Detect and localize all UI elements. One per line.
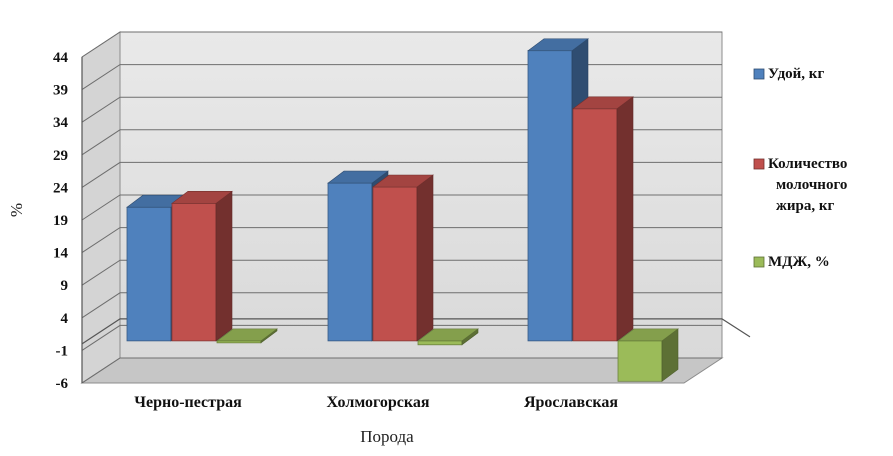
grid-line — [81, 194, 722, 221]
x-category-label: Ярославская — [524, 394, 618, 411]
y-tick-label: 9 — [61, 278, 69, 294]
y-tick-label: -1 — [56, 343, 69, 359]
y-axis-ticks: 44 39 34 29 24 19 14 9 4 -1 -6 — [53, 50, 69, 392]
legend-item: Количество молочного жира, кг — [753, 156, 847, 214]
bar-front — [572, 108, 618, 342]
legend-swatch — [753, 158, 765, 170]
y-tick-label: 14 — [53, 246, 69, 262]
bar-top — [216, 328, 278, 342]
bar-front — [372, 186, 418, 342]
y-tick-label: 4 — [61, 311, 69, 327]
grid-line — [81, 161, 722, 188]
bar-1-3 — [216, 328, 278, 344]
bar-2-2 — [372, 174, 434, 342]
bar-side — [215, 190, 233, 342]
bar-side — [616, 96, 634, 342]
bar-top — [171, 191, 233, 204]
grid-line — [81, 259, 722, 286]
bar-1-2 — [171, 190, 233, 342]
grid-line — [81, 129, 722, 156]
legend-label: Удой, кг — [768, 66, 824, 82]
bar-3-2 — [572, 96, 634, 342]
bar-top — [372, 174, 434, 188]
y-tick-label: 24 — [53, 180, 69, 196]
bar-front — [126, 206, 172, 342]
bar-front — [171, 202, 217, 342]
legend-swatch — [753, 68, 765, 80]
y-tick-label: 44 — [53, 50, 69, 66]
grid-line — [81, 357, 722, 384]
bar-top — [617, 328, 679, 342]
grid-line — [81, 31, 722, 58]
y-tick-label: 39 — [53, 83, 68, 99]
grid-line — [81, 227, 722, 254]
bars — [126, 38, 679, 382]
x-axis-label: Порода — [360, 427, 414, 446]
bar-3-3 — [617, 328, 679, 382]
bar-top — [527, 38, 589, 52]
bar-top — [327, 170, 389, 184]
legend-swatch — [753, 256, 765, 268]
x-category-label: Черно-пестрая — [134, 394, 242, 411]
legend-label: МДЖ, % — [768, 254, 830, 270]
legend-label: Количество молочного жира, кг — [768, 156, 847, 214]
bar-front — [417, 340, 463, 346]
bar-front — [527, 50, 573, 342]
legend: Удой, кг Количество молочного жира, кг МДЖ, … — [753, 66, 847, 270]
bar-top — [572, 96, 634, 110]
bar-front — [327, 182, 373, 342]
bar-side — [416, 174, 434, 342]
grid-lines — [81, 31, 751, 384]
legend-item: Удой, кг — [753, 66, 824, 82]
bar-top — [417, 328, 479, 342]
grid-line — [81, 324, 722, 351]
grid-line — [81, 96, 722, 123]
legend-item: МДЖ, % — [753, 254, 830, 270]
bar-front — [617, 340, 663, 382]
y-tick-label: -6 — [56, 376, 69, 392]
grid-line — [81, 64, 722, 91]
bar-2-3 — [417, 328, 479, 346]
grid-line — [81, 292, 722, 319]
y-tick-label: 29 — [53, 148, 68, 164]
x-category-label: Холмогорская — [326, 394, 429, 411]
y-axis-label: % — [7, 203, 26, 217]
x-axis-categories: Черно-пестрая Холмогорская Ярославская — [134, 394, 618, 411]
y-tick-label: 34 — [53, 115, 69, 131]
y-tick-label: 19 — [53, 213, 68, 229]
